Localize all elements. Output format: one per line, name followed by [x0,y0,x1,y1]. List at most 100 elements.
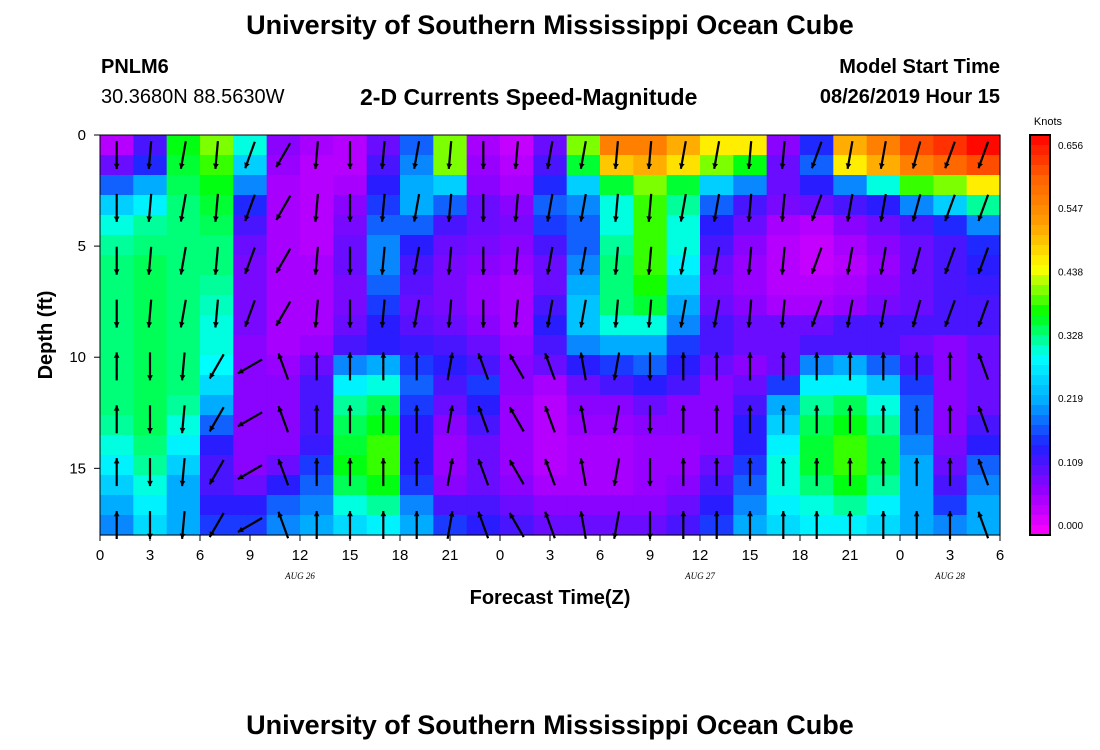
heatmap-cell [266,155,301,176]
current-vector [779,246,786,275]
x-tick-label: 9 [646,547,654,564]
station-id: PNLM6 [101,56,169,78]
current-vector [679,141,687,169]
heatmap-cell [766,215,801,236]
heatmap-cell [933,435,968,456]
heatmap-cell [566,495,601,516]
heatmap-cell [300,435,334,456]
heatmap-cell [233,495,268,516]
heatmap-cell [700,295,734,316]
heatmap-cell [166,495,201,516]
heatmap-cell [333,215,368,236]
heatmap-cell [866,235,901,256]
current-vector [779,141,786,169]
current-vector [747,458,753,487]
current-vector [977,405,990,433]
heatmap-cell [266,415,301,436]
date-label: AUG 26 [284,571,315,581]
current-vector [845,299,854,328]
current-vector [813,511,820,539]
current-vector [244,247,256,275]
current-vector [146,141,153,169]
current-vector [113,246,120,275]
heatmap-cell [433,475,468,496]
heatmap-cell [800,175,834,196]
y-tick-label: 10 [69,349,86,366]
current-vector [613,141,619,169]
current-vector [646,141,653,169]
current-vector [347,141,353,169]
current-vector [947,458,953,487]
y-axis: 0 5 10 15 [69,127,100,477]
heatmap-cell [966,395,1001,416]
current-vector [713,458,720,487]
heatmap-cell [800,275,834,296]
x-tick-label: 21 [442,547,459,564]
heatmap-cell [333,375,368,396]
colorbar-swatch [1030,145,1050,156]
current-vector [213,193,219,222]
current-vector [747,405,753,434]
current-vector [579,511,587,539]
heatmap-cell [133,235,168,256]
heatmap-cell [200,455,234,476]
heatmap-cell [666,175,701,196]
heatmap-cell [766,315,801,336]
colorbar-swatch [1030,495,1050,506]
heatmap-cell [733,375,768,396]
heatmap-cell [600,335,634,356]
heatmap-cell [800,255,834,276]
heatmap-cell [700,375,734,396]
current-vector [146,299,153,328]
heatmap-cell [833,315,868,336]
colorbar-swatch [1030,175,1050,186]
heatmap-cell [800,215,834,236]
current-vector [780,405,787,434]
current-vector [879,299,887,328]
heatmap-cell [233,215,268,236]
colorbar-swatch [1030,395,1050,406]
current-vector [477,352,490,380]
heatmap-cell [400,235,434,256]
heatmap-cell [333,435,368,456]
heatmap-cell [333,275,368,296]
current-vector [446,299,453,328]
current-vector [712,141,721,169]
chart-subtitle: 2-D Currents Speed-Magnitude [360,84,698,110]
heatmap-cell [233,455,268,476]
current-vector [413,405,420,434]
colorbar-units: Knots [1034,116,1063,128]
current-vector [244,141,256,169]
heatmap-cell [866,375,901,396]
heatmap-cell [633,435,668,456]
heatmap-cell [100,215,134,236]
heatmap-cell [166,235,201,256]
current-vector [579,299,587,328]
current-vector [208,512,225,538]
current-vector [179,352,186,381]
colorbar-swatch [1030,435,1050,446]
heatmap-cell [633,495,668,516]
heatmap-cell [600,215,634,236]
x-tick-label: 12 [292,547,309,564]
heatmap-cell [733,275,768,296]
heatmap-cell [100,495,134,516]
heatmap-cell [100,235,134,256]
current-vector [347,458,353,487]
heatmap-cell [933,335,968,356]
heatmap-cell [233,375,268,396]
heatmap-cell [600,315,634,336]
heatmap-cell [566,315,601,336]
heatmap-cell [466,335,501,356]
current-vector [713,511,720,539]
x-tick-label: 18 [792,547,809,564]
current-vector [747,352,753,381]
heatmap-cell [900,215,934,236]
current-vector [347,246,353,275]
current-vector [244,300,256,328]
heatmap-cell [500,415,534,436]
current-vector [712,299,721,328]
current-vector [446,405,455,434]
heatmap-cell [866,335,901,356]
current-vector [179,141,187,169]
